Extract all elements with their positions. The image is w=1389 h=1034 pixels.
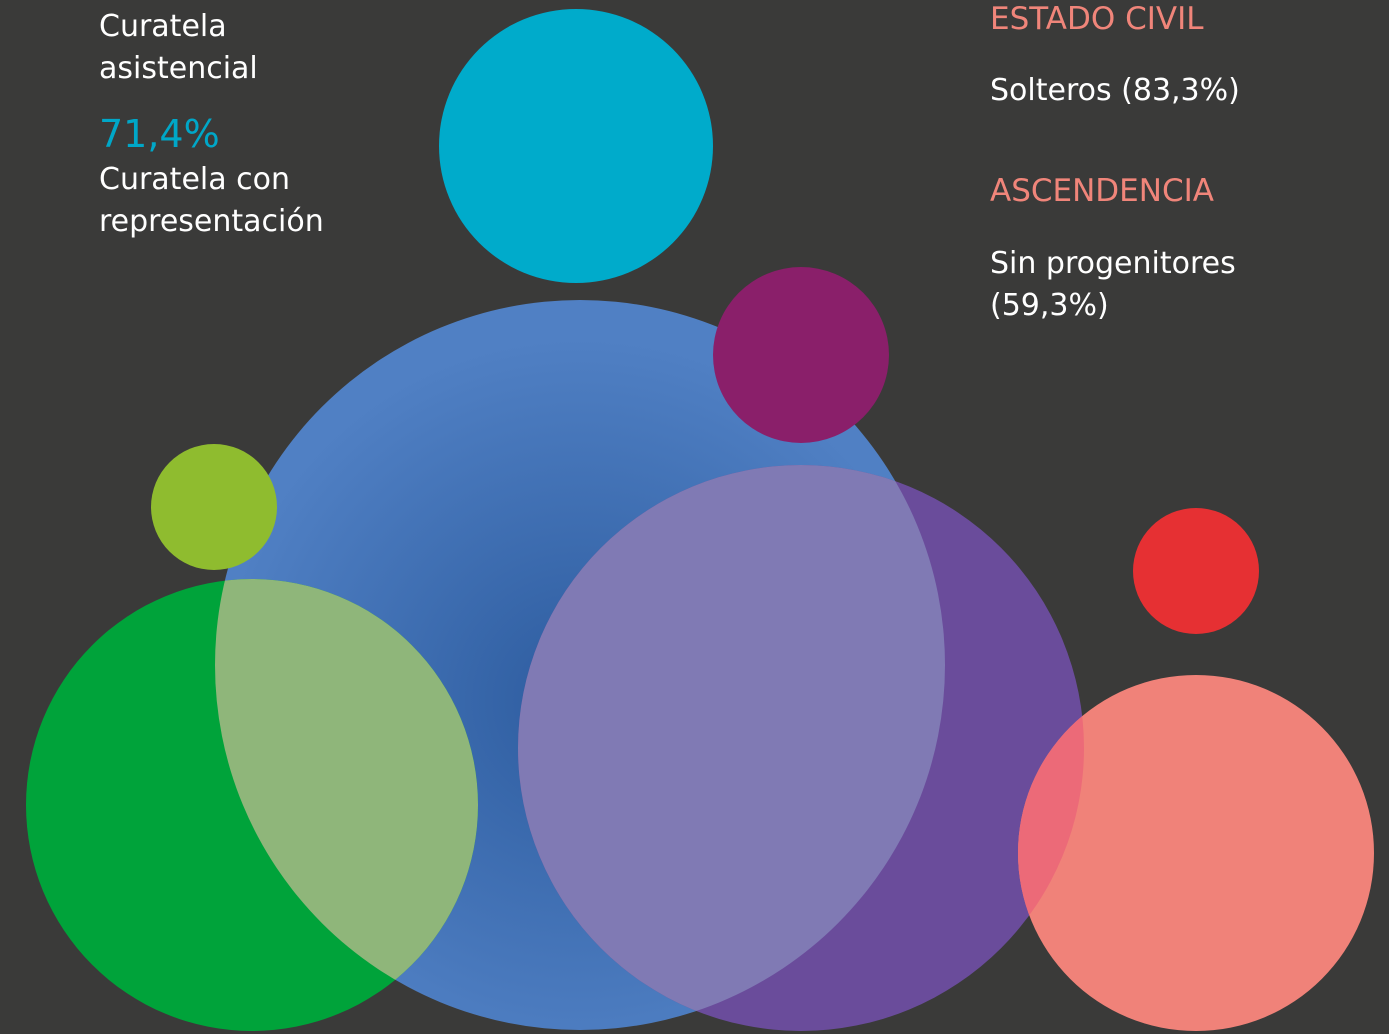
label: Curatela con representación [99, 162, 324, 239]
text: Sin progenitores (59,3%) [990, 246, 1236, 323]
label: Curatela asistencial [99, 9, 258, 86]
heading: ASCENDENCIA [990, 173, 1214, 209]
circle [439, 9, 713, 283]
percentage: 71,4% [99, 112, 220, 156]
circle [151, 444, 277, 570]
circle [713, 267, 889, 443]
circle [1133, 508, 1259, 634]
circle [1018, 675, 1374, 1031]
text: Solteros (83,3%) [990, 73, 1240, 108]
heading: ESTADO CIVIL [990, 1, 1204, 37]
circle-overlap [215, 579, 478, 1030]
